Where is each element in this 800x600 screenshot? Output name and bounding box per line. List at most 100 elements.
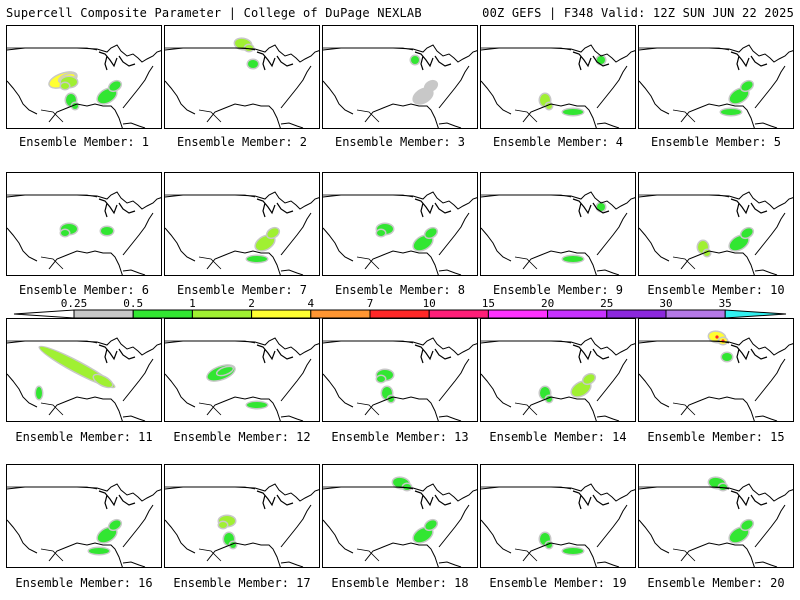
- ensemble-member-map: [638, 25, 794, 129]
- national-border: [323, 194, 414, 270]
- panel-map-canvas: [639, 44, 793, 128]
- coastline-south: [7, 358, 154, 421]
- field-shade-core: [260, 239, 270, 247]
- colorbar-tick-label: 15: [481, 297, 496, 310]
- coastline: [165, 191, 319, 210]
- ensemble-member-label: Ensemble Member: 6: [18, 283, 150, 297]
- colorbar-bin: [369, 309, 430, 319]
- ensemble-member-map: [6, 172, 162, 276]
- field-shade: [413, 527, 433, 543]
- coastline-south: [323, 504, 470, 567]
- field-shade: [61, 230, 69, 236]
- colorbar-tick-label: 10: [422, 297, 436, 310]
- colorbar-bin: [73, 309, 134, 319]
- great-lakes-outline: [730, 490, 768, 510]
- colorbar-tick-label: 1: [189, 297, 196, 310]
- coastline-south: [639, 65, 786, 128]
- field-shade: [729, 527, 749, 543]
- cuba-outline: [596, 415, 620, 421]
- field-shade-core: [586, 376, 592, 382]
- coastline-south: [165, 65, 312, 128]
- field-shade: [563, 256, 583, 262]
- national-border: [7, 47, 98, 123]
- cuba-outline: [280, 122, 304, 128]
- great-lakes-outline: [414, 344, 452, 364]
- ensemble-member-map: [480, 25, 636, 129]
- coastline: [165, 337, 319, 356]
- ensemble-member-map: [638, 172, 794, 276]
- field-shade: [247, 256, 267, 262]
- national-border: [639, 47, 730, 123]
- field-shade: [109, 520, 121, 530]
- colorbar-bin: [191, 309, 253, 319]
- panel-map-canvas: [639, 191, 793, 275]
- coastline: [7, 44, 161, 63]
- ensemble-member-label: Ensemble Member: 3: [334, 135, 466, 149]
- coastline: [165, 483, 319, 502]
- coastline: [7, 191, 161, 210]
- ensemble-member-map: [322, 172, 478, 276]
- coastline: [481, 337, 635, 356]
- panel-map-canvas: [165, 337, 319, 421]
- national-border: [7, 194, 98, 270]
- field-shade: [425, 81, 437, 91]
- ensemble-member-label: Ensemble Member: 10: [647, 283, 785, 297]
- colorbar-tick-label: 25: [600, 297, 614, 310]
- cuba-outline: [122, 561, 146, 567]
- ensemble-member-map: [638, 464, 794, 568]
- colorbar-tick-label: 7: [366, 297, 374, 310]
- ensemble-member-label: Ensemble Member: 5: [650, 135, 782, 149]
- national-border: [165, 486, 256, 562]
- field-shade: [741, 81, 753, 91]
- ensemble-member-map: [322, 464, 478, 568]
- ensemble-member-label: Ensemble Member: 14: [489, 430, 627, 444]
- field-shade: [89, 548, 109, 554]
- ensemble-member-label: Ensemble Member: 12: [173, 430, 311, 444]
- coastline: [481, 483, 635, 502]
- field-shade: [413, 235, 433, 251]
- great-lakes-outline: [256, 490, 294, 510]
- valid-time: 00Z GEFS | F348 Valid: 12Z SUN JUN 22 20…: [482, 6, 794, 20]
- panel-map-canvas: [323, 337, 477, 421]
- ensemble-member-label: Ensemble Member: 13: [331, 430, 469, 444]
- national-border: [323, 340, 414, 416]
- colorbar-tick-label: 0.25: [60, 297, 88, 310]
- field-shade: [563, 548, 583, 554]
- great-lakes-outline: [256, 198, 294, 218]
- national-border: [7, 486, 98, 562]
- national-border: [481, 194, 572, 270]
- field-shade: [109, 81, 121, 91]
- cuba-outline: [122, 269, 146, 275]
- field-shade: [36, 387, 42, 399]
- great-lakes-outline: [256, 51, 294, 71]
- great-lakes-outline: [572, 344, 610, 364]
- coastline: [639, 191, 793, 210]
- field-shade-core: [576, 385, 586, 393]
- field-shade: [97, 88, 117, 104]
- field-shade: [425, 228, 437, 238]
- field-shade: [597, 203, 605, 211]
- colorbar-tick-label: 20: [540, 297, 555, 310]
- ensemble-member-map: [322, 318, 478, 422]
- panel-map-canvas: [165, 191, 319, 275]
- cuba-outline: [122, 415, 146, 421]
- ensemble-member-label: Ensemble Member: 20: [647, 576, 785, 590]
- panel-map-canvas: [639, 476, 793, 567]
- map-title: Supercell Composite Parameter | College …: [6, 6, 422, 20]
- great-lakes-outline: [572, 198, 610, 218]
- coastline-south: [323, 65, 470, 128]
- great-lakes-outline: [98, 490, 136, 510]
- colorbar-tick-label: 4: [307, 297, 315, 310]
- colorbar-bin: [547, 309, 608, 319]
- colorbar-bin: [132, 309, 193, 319]
- field-shade: [597, 56, 605, 64]
- great-lakes-outline: [730, 51, 768, 71]
- ensemble-member-map: [6, 25, 162, 129]
- panel-map-canvas: [481, 191, 635, 275]
- ensemble-member-map: [322, 25, 478, 129]
- coastline-south: [323, 358, 470, 421]
- coastline-south: [639, 358, 786, 421]
- cuba-outline: [280, 415, 304, 421]
- great-lakes-outline: [414, 51, 452, 71]
- coastline: [323, 191, 477, 210]
